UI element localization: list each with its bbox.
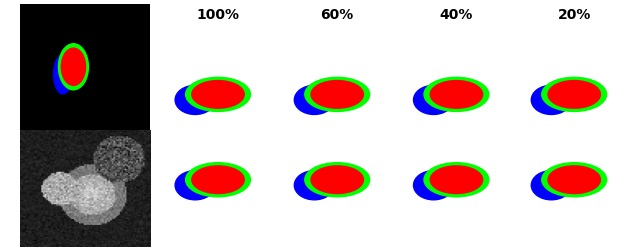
Circle shape <box>430 166 483 194</box>
Ellipse shape <box>175 86 215 115</box>
Circle shape <box>311 81 364 109</box>
Ellipse shape <box>54 55 72 94</box>
Circle shape <box>548 166 600 194</box>
Text: 60%: 60% <box>321 8 354 22</box>
Circle shape <box>192 166 244 194</box>
Circle shape <box>305 163 370 197</box>
Circle shape <box>542 78 607 112</box>
Circle shape <box>430 81 483 109</box>
Circle shape <box>542 163 607 197</box>
Circle shape <box>311 166 364 194</box>
Bar <box>20 5 150 130</box>
Ellipse shape <box>531 171 572 200</box>
Circle shape <box>424 163 489 197</box>
Text: 40%: 40% <box>440 8 473 22</box>
Circle shape <box>58 44 88 90</box>
Text: 20%: 20% <box>557 8 591 22</box>
Circle shape <box>186 78 250 112</box>
Ellipse shape <box>175 171 215 200</box>
Circle shape <box>192 81 244 109</box>
Circle shape <box>548 81 600 109</box>
Ellipse shape <box>294 86 334 115</box>
Text: 100%: 100% <box>196 8 239 22</box>
Circle shape <box>305 78 370 112</box>
Ellipse shape <box>531 86 572 115</box>
Ellipse shape <box>413 86 454 115</box>
Circle shape <box>424 78 489 112</box>
Circle shape <box>186 163 250 197</box>
Circle shape <box>61 49 86 86</box>
Ellipse shape <box>413 171 454 200</box>
Ellipse shape <box>294 171 334 200</box>
